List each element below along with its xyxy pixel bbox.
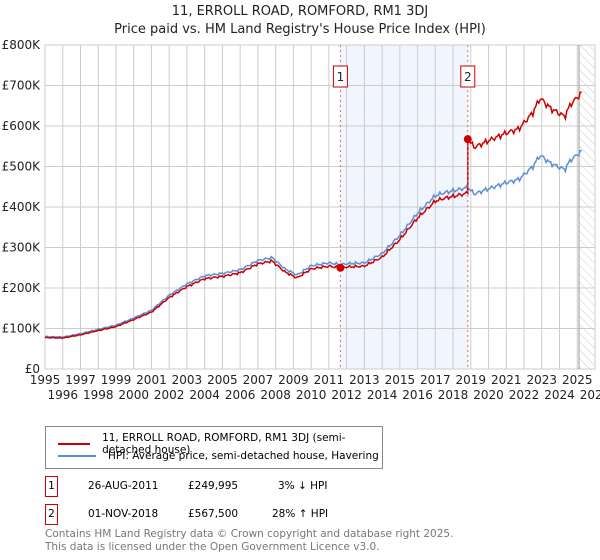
sale-point (463, 135, 472, 144)
x-tick-label: 2018 (438, 388, 469, 402)
hpi-change: 3% ↓ HPI (278, 480, 328, 492)
x-tick-label: 2026 (580, 388, 600, 402)
sale-point (336, 263, 345, 272)
chart-title: 11, ERROLL ROAD, ROMFORD, RM1 3DJ (171, 4, 429, 19)
x-tick-label: 2002 (154, 388, 185, 402)
chart: 1995199619971998199920002001200220032004… (2, 38, 600, 402)
x-tick-label: 2013 (349, 373, 380, 387)
x-tick-label: 2000 (118, 388, 149, 402)
x-tick-label: 2009 (278, 373, 309, 387)
x-tick-label: 2012 (331, 388, 362, 402)
x-tick-label: 1995 (30, 373, 61, 387)
x-tick-label: 1999 (101, 373, 132, 387)
x-tick-label: 2006 (225, 388, 256, 402)
x-tick-label: 2007 (243, 373, 274, 387)
property-price-line (44, 91, 582, 339)
marker-badge: 2 (45, 504, 58, 525)
hpi-change: 28% ↑ HPI (272, 508, 329, 520)
x-tick-label: 2024 (544, 388, 575, 402)
hpi-line-swatch (58, 454, 96, 458)
y-tick-label: £400K (2, 200, 42, 214)
date: 26-AUG-2011 (88, 480, 159, 492)
x-tick-label: 2023 (527, 373, 558, 387)
x-tick-label: 2011 (314, 373, 345, 387)
date: 01-NOV-2018 (88, 508, 159, 520)
x-tick-label: 2010 (296, 388, 327, 402)
marker-badge: 1 (45, 476, 58, 497)
property-line-swatch (58, 442, 91, 446)
x-tick-label: 2025 (562, 373, 593, 387)
sale-label-box (460, 65, 476, 88)
x-tick-label: 2003 (172, 373, 203, 387)
x-tick-label: 2004 (189, 388, 220, 402)
price: £567,500 (188, 508, 239, 520)
x-tick-label: 2019 (456, 373, 487, 387)
x-tick-label: 1997 (65, 373, 96, 387)
legend-hpi: HPI: Average price, semi-detached house,… (108, 450, 379, 462)
y-tick-label: £200K (2, 281, 42, 295)
legend: 11, ERROLL ROAD, ROMFORD, RM1 3DJ (semi-… (45, 426, 383, 469)
x-tick-label: 2021 (491, 373, 522, 387)
y-tick-label: £700K (2, 79, 42, 93)
x-tick-label: 2017 (420, 373, 451, 387)
price: £249,995 (188, 480, 239, 492)
x-tick-label: 2001 (136, 373, 167, 387)
y-tick-label: £600K (2, 119, 42, 133)
sale-label: 1 (337, 70, 345, 84)
y-tick-label: £800K (2, 38, 42, 52)
y-tick-label: £0 (25, 362, 40, 376)
chart-subtitle: Price paid vs. HM Land Registry's House … (114, 22, 486, 37)
sale-label-box (332, 65, 348, 88)
footer-line: This data is licensed under the Open Gov… (45, 541, 380, 553)
x-tick-label: 2020 (473, 388, 504, 402)
y-tick-label: £100K (2, 322, 42, 336)
legend-property: 11, ERROLL ROAD, ROMFORD, RM1 3DJ (semi-… (102, 432, 346, 456)
x-tick-label: 1996 (47, 388, 78, 402)
sale-label: 2 (464, 70, 472, 84)
hpi-line (44, 149, 582, 338)
footer-line: Contains HM Land Registry data © Crown c… (45, 528, 454, 540)
x-tick-label: 1998 (83, 388, 114, 402)
y-tick-label: £300K (2, 241, 42, 255)
x-tick-label: 2015 (385, 373, 416, 387)
y-tick-label: £500K (2, 160, 42, 174)
transaction-row: 1 26-AUG-2011 £249,995 3% ↓ HPI (45, 476, 445, 498)
x-tick-label: 2022 (509, 388, 540, 402)
x-tick-label: 2008 (260, 388, 291, 402)
x-tick-label: 2016 (402, 388, 433, 402)
x-tick-label: 2005 (207, 373, 238, 387)
x-tick-label: 2014 (367, 388, 398, 402)
footer: Contains HM Land Registry data © Crown c… (45, 528, 453, 554)
transaction-row: 2 01-NOV-2018 £567,500 28% ↑ HPI (45, 504, 445, 526)
